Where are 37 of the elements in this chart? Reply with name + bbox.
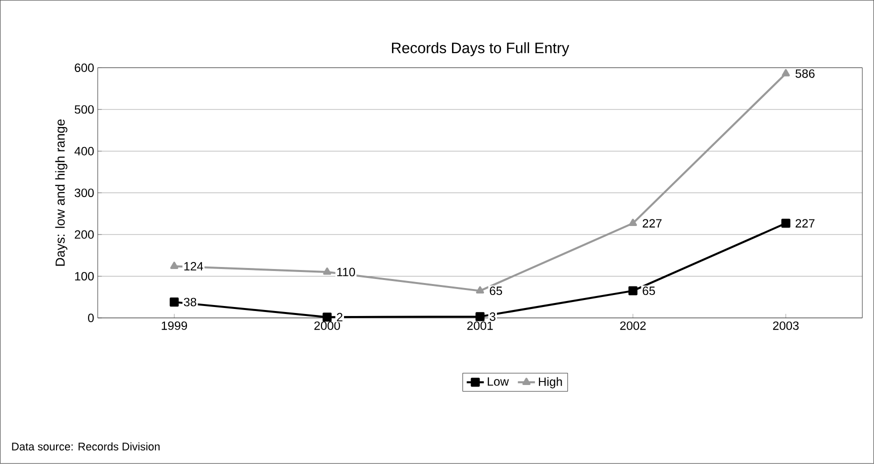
y-tick-label: 100 [75, 272, 94, 281]
point [476, 286, 484, 294]
data-label: 124 [184, 262, 204, 271]
data-label: 3 [490, 312, 496, 322]
legend-label: Low [488, 378, 509, 386]
chart-title: Records Days to Full Entry [392, 42, 570, 56]
data-label: 65 [490, 286, 502, 296]
x-tick-label: 2003 [773, 322, 799, 330]
x-tick-label: 2002 [620, 322, 646, 330]
data-label: 110 [337, 268, 356, 276]
data-label: 227 [642, 219, 662, 228]
point [628, 218, 637, 226]
point [628, 286, 638, 296]
y-tick-label: 500 [74, 105, 94, 114]
x-tick-label: 2001 [467, 322, 493, 330]
legend-label: High [538, 377, 562, 388]
data-label: 2 [336, 313, 342, 322]
y-tick-label: 300 [74, 188, 94, 198]
y-tick-label: 200 [74, 230, 94, 239]
point [476, 312, 485, 322]
y-tick-label: 0 [88, 314, 94, 322]
point [170, 298, 179, 307]
source-note: Data source: Records Division [12, 442, 160, 451]
point [322, 312, 332, 322]
y-axis-title: Days: low and high range [55, 120, 68, 266]
point [781, 218, 790, 228]
point [782, 69, 790, 76]
y-tick-label: 600 [74, 64, 94, 72]
data-label: 586 [796, 69, 815, 78]
point [323, 268, 332, 275]
x-tick-label: 2000 [314, 322, 340, 330]
data-label: 65 [642, 286, 655, 296]
y-tick-label: 400 [74, 147, 94, 156]
point [170, 262, 178, 270]
data-label: 38 [184, 298, 196, 306]
x-tick-label: 1999 [162, 322, 188, 330]
data-label: 227 [796, 219, 814, 228]
